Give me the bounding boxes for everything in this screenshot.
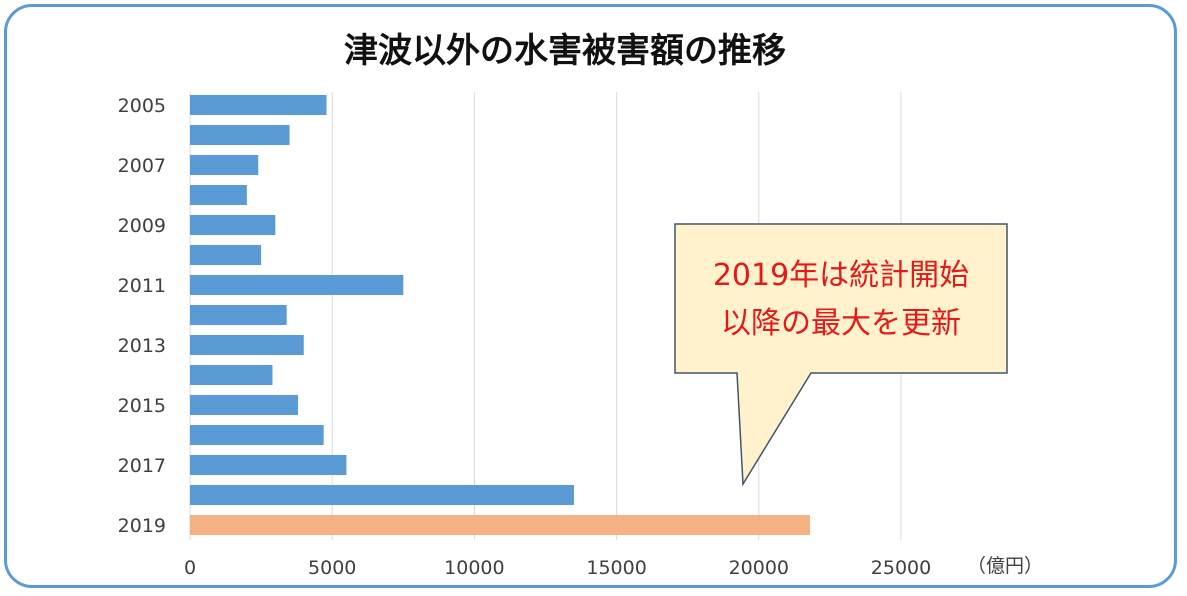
- bar-2012: [190, 305, 287, 325]
- bar-2011: [190, 275, 404, 295]
- bar-2007: [190, 155, 259, 175]
- x-tick-label: 20000: [729, 557, 789, 579]
- y-tick-label-2007: 2007: [118, 155, 166, 177]
- bar-2008: [190, 185, 247, 205]
- y-tick-label-2011: 2011: [118, 275, 166, 297]
- bar-2015: [190, 395, 299, 415]
- y-tick-label-2015: 2015: [118, 395, 166, 417]
- bar-2014: [190, 365, 273, 385]
- y-tick-label-2013: 2013: [118, 335, 166, 357]
- x-tick-label: 25000: [871, 557, 931, 579]
- bar-2006: [190, 125, 290, 145]
- callout-line-1: 2019年は統計開始: [713, 258, 969, 293]
- bar-2019: [190, 515, 810, 535]
- y-tick-label-2019: 2019: [118, 515, 166, 537]
- bar-2009: [190, 215, 276, 235]
- y-tick-label-2009: 2009: [118, 215, 166, 237]
- bar-2018: [190, 485, 574, 505]
- y-tick-labels: 2005 2007 2009 2011 2013 2015 2017 2019: [118, 95, 166, 537]
- x-tick-label: 0: [184, 557, 196, 579]
- bar-2016: [190, 425, 324, 445]
- x-tick-labels: 0 5000 10000 15000 20000 25000: [184, 557, 931, 579]
- unit-label: （億円）: [967, 555, 1043, 577]
- y-tick-label-2005: 2005: [118, 95, 166, 117]
- x-tick-label: 5000: [308, 557, 356, 579]
- bar-2005: [190, 95, 327, 115]
- callout-box: [674, 223, 1008, 487]
- bars: [190, 95, 810, 535]
- y-tick-label-2017: 2017: [118, 455, 166, 477]
- callout-line-2: 以降の最大を更新: [721, 306, 961, 341]
- x-tick-label: 10000: [444, 557, 504, 579]
- bar-2010: [190, 245, 262, 265]
- chart-title: 津波以外の水害被害額の推移: [344, 31, 786, 71]
- bar-2013: [190, 335, 304, 355]
- callout-annotation: 2019年は統計開始 以降の最大を更新: [674, 223, 1008, 487]
- bar-2017: [190, 455, 347, 475]
- x-tick-label: 15000: [586, 557, 646, 579]
